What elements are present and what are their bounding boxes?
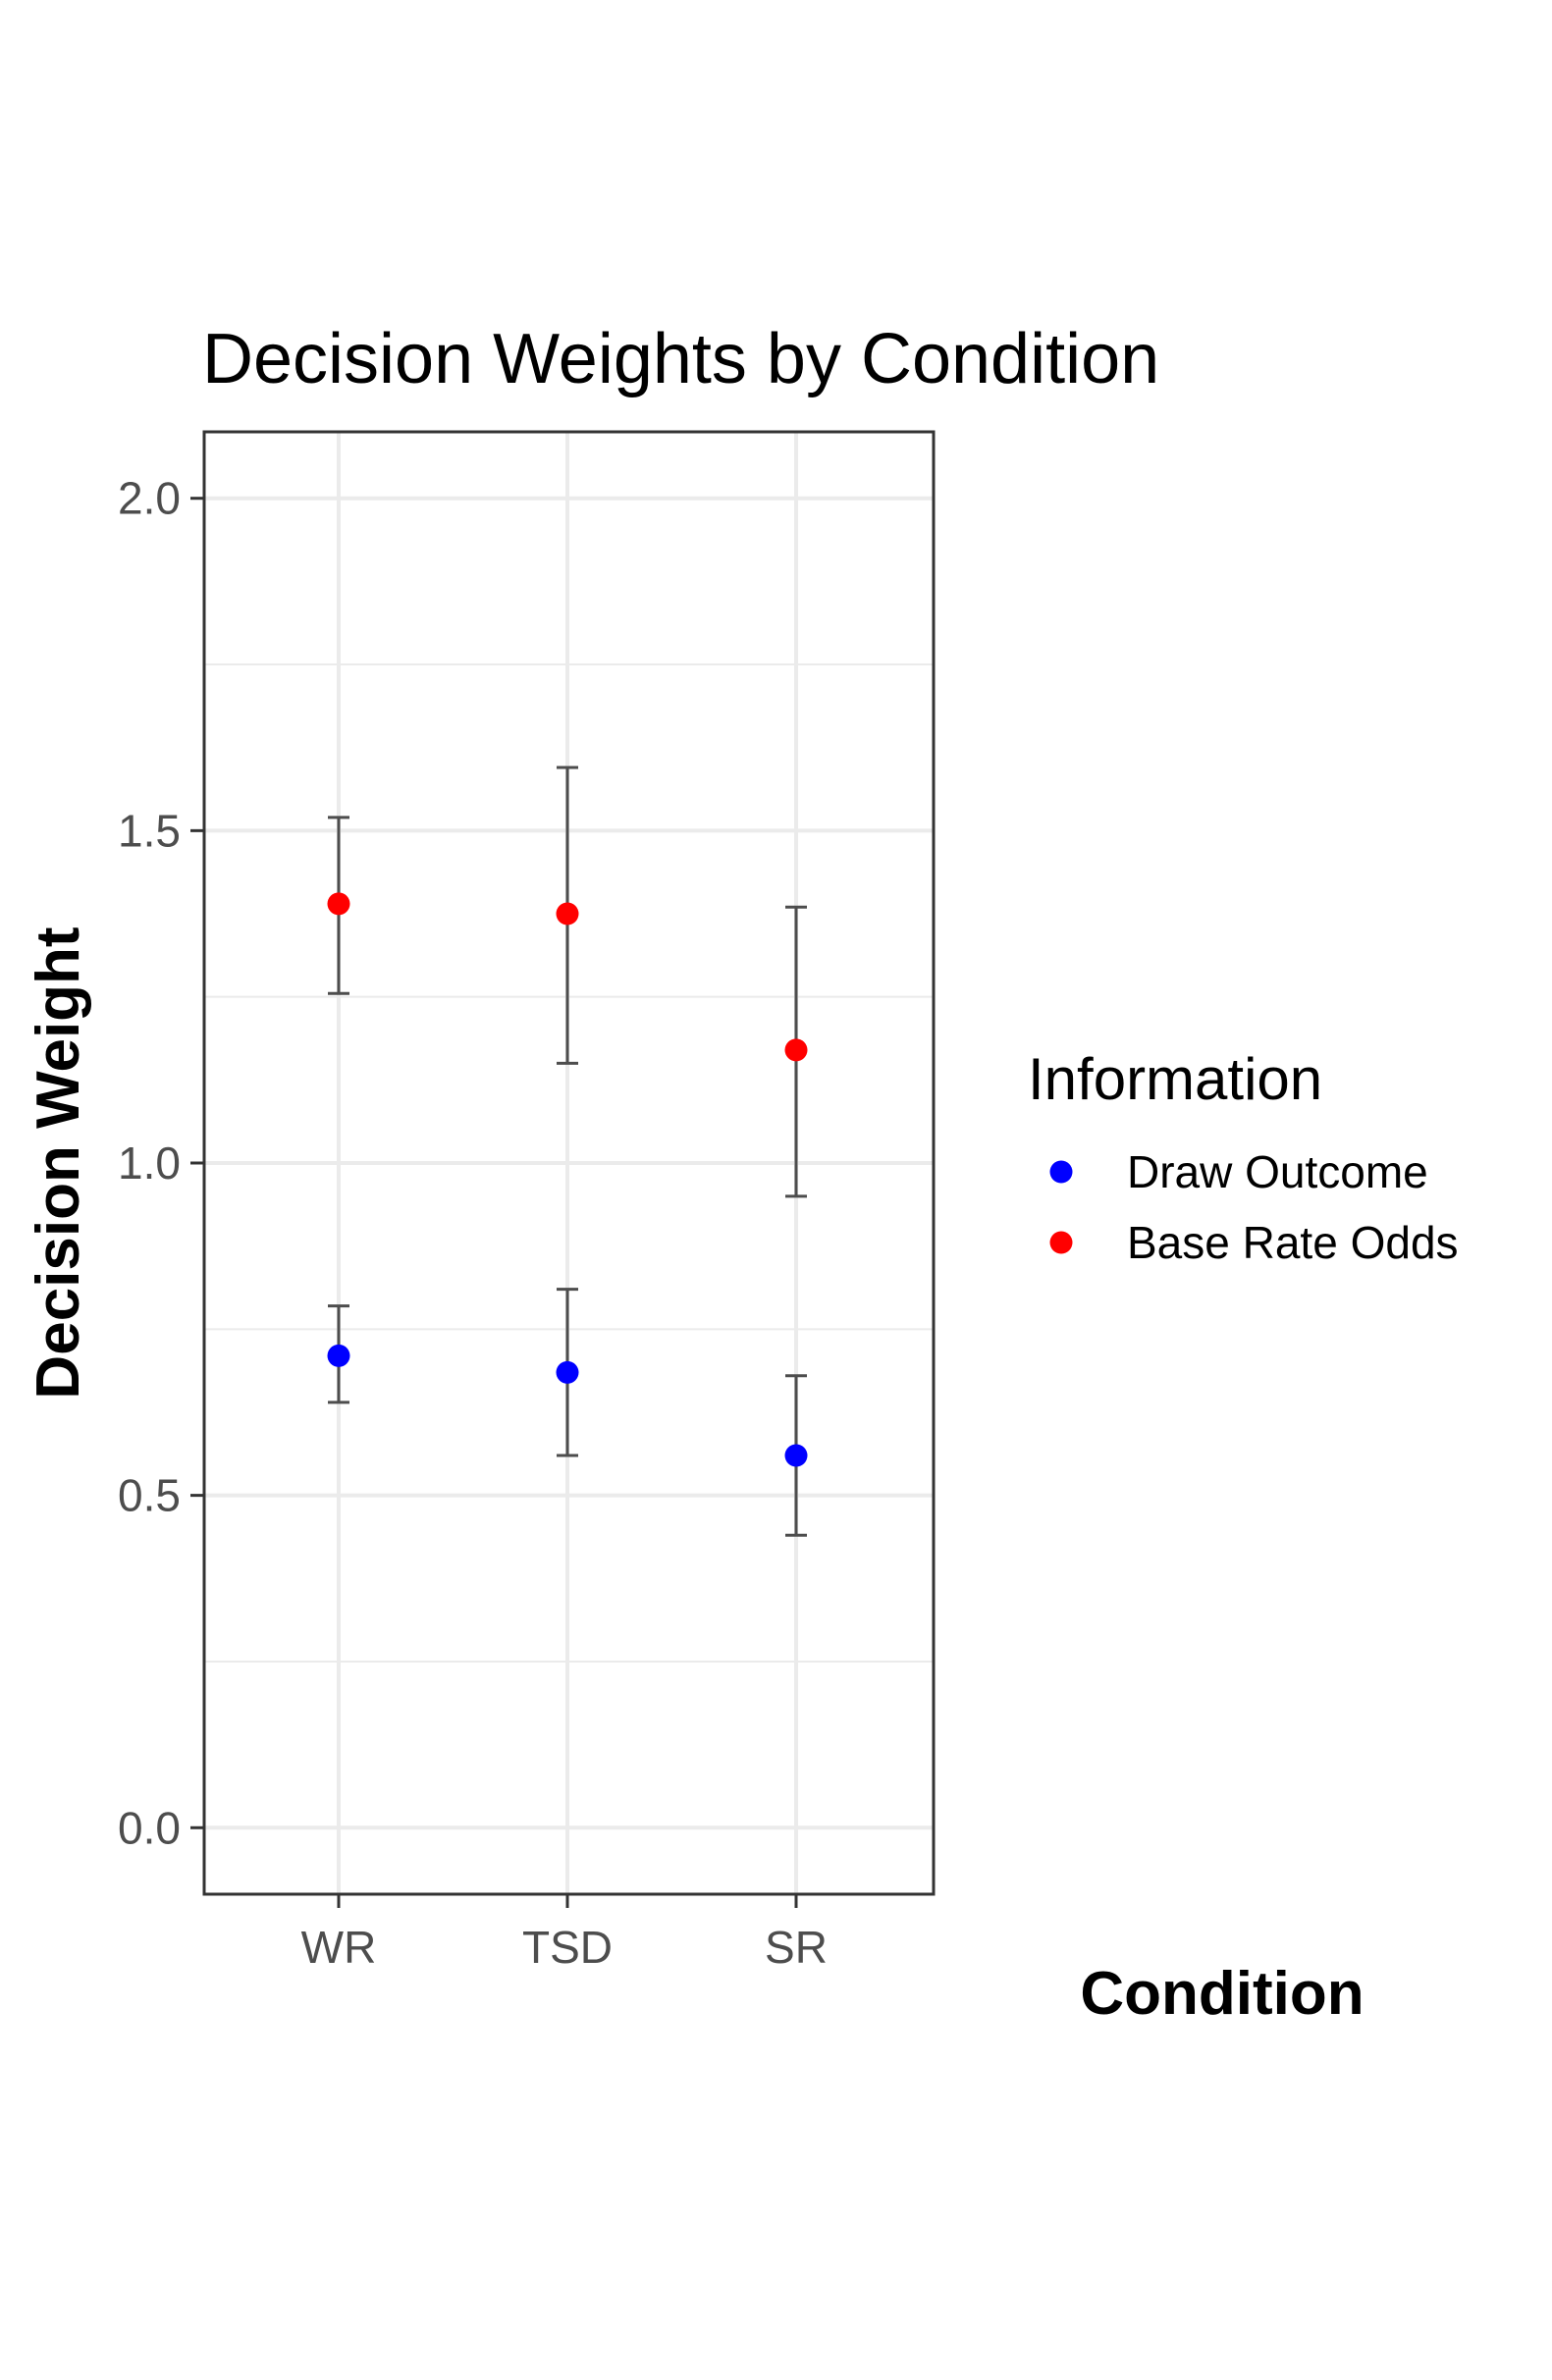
legend-label: Base Rate Odds [1127, 1217, 1459, 1268]
legend-key [1049, 1160, 1073, 1184]
data-point [327, 892, 350, 916]
y-tick-label: 0.0 [118, 1802, 181, 1853]
legend: Information Draw Outcome Base Rate Odds [1028, 1046, 1459, 1268]
y-tick-label: 0.5 [118, 1470, 181, 1521]
y-tick-label: 1.0 [118, 1137, 181, 1189]
grid [204, 432, 934, 1894]
y-axis: 0.0 0.5 1.0 1.5 2.0 [118, 473, 204, 1853]
data-point [556, 902, 579, 926]
x-tick-label: SR [765, 1922, 828, 1973]
y-tick-label: 2.0 [118, 473, 181, 524]
data-point [556, 1360, 579, 1384]
legend-label: Draw Outcome [1127, 1146, 1428, 1197]
data-point [784, 1444, 808, 1467]
data-point [327, 1344, 350, 1367]
legend-key [1049, 1231, 1073, 1254]
data-points [327, 892, 808, 1467]
y-tick-label: 1.5 [118, 805, 181, 856]
x-axis-title: Condition [1080, 1960, 1364, 2028]
chart-title: Decision Weights by Condition [202, 320, 1159, 398]
x-axis: WR TSD SR [301, 1894, 828, 1973]
y-axis-title: Decision Weight [25, 926, 92, 1399]
x-tick-label: WR [301, 1922, 377, 1973]
data-point [784, 1038, 808, 1062]
x-tick-label: TSD [522, 1922, 613, 1973]
legend-title: Information [1028, 1046, 1322, 1112]
